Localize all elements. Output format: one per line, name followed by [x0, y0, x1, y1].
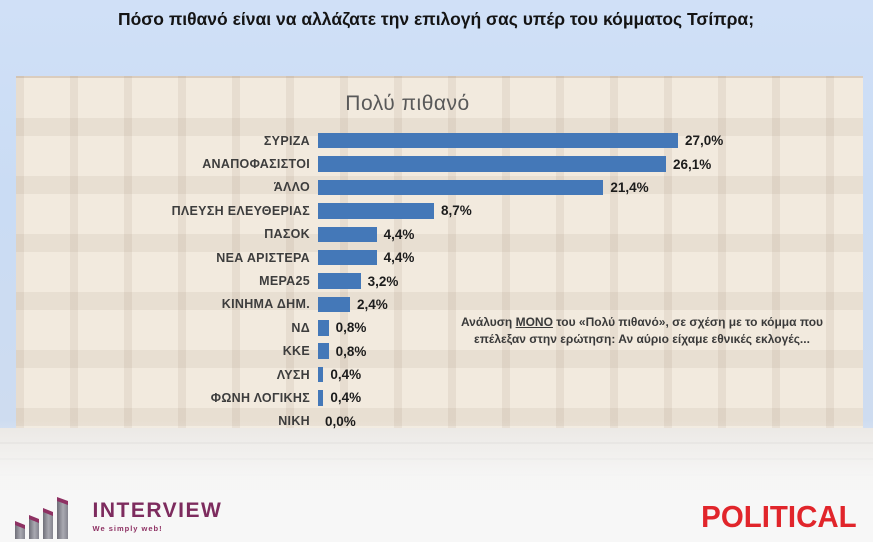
bar-value-label: 4,4%	[383, 250, 415, 266]
bar-category-label: ΛΥΣΗ	[276, 367, 310, 382]
bar-value-label: 3,2%	[367, 273, 399, 289]
bar-row: ΜΕΡΑ25 3,2%	[140, 269, 860, 292]
bar-category-label: ΚΚΕ	[282, 344, 310, 359]
bar	[318, 249, 377, 266]
bar-value-label: 0,0%	[325, 413, 356, 429]
annotation-underlined-word: ΜΟΝΟ	[515, 315, 553, 329]
bar-category-label: ΠΑΣΟΚ	[264, 227, 310, 242]
bar-category-label: ΚΙΝΗΜΑ ΔΗΜ.	[221, 297, 310, 312]
bar-value-label: 4,4%	[383, 226, 415, 242]
bar-category-label: ΠΛΕΥΣΗ ΕΛΕΥΘΕΡΙΑΣ	[171, 203, 310, 218]
bar	[318, 156, 666, 172]
interview-logo-name: INTERVIEW	[92, 498, 223, 522]
bar	[318, 179, 604, 196]
bar-category-label: ΑΝΑΠΟΦΑΣΙΣΤΟΙ	[202, 157, 310, 172]
bar-value-label: 27,0%	[685, 133, 724, 149]
page-title: Πόσο πιθανό είναι να αλλάζατε την επιλογ…	[117, 9, 755, 29]
bar-category-label: ΝΙΚΗ	[278, 414, 310, 429]
bar	[318, 132, 678, 149]
bar-value-label: 0,4%	[330, 367, 362, 383]
bar-row: ΝΕΑ ΑΡΙΣΤΕΡΑ 4,4%	[140, 246, 860, 269]
annotation: Ανάλυση ΜΟΝΟ του «Πολύ πιθανό», σε σχέση…	[452, 314, 832, 349]
bar-row: ΠΑΣΟΚ 4,4%	[140, 223, 860, 246]
bar-category-label: ΦΩΝΗ ΛΟΓΙΚΗΣ	[210, 390, 310, 405]
bar-category-label: ΝΔ	[291, 320, 310, 335]
annotation-text-part1: Ανάλυση	[460, 315, 516, 329]
background-photo	[0, 0, 873, 490]
bar-value-label: 0,8%	[335, 320, 367, 336]
bar-category-label: ΣΥΡΙΖΑ	[263, 133, 310, 148]
political-logo: POLITICAL	[701, 499, 857, 534]
bar	[318, 226, 377, 242]
bar-row: ΆΛΛΟ 21,4%	[140, 176, 860, 199]
bar	[318, 296, 350, 313]
bar-value-label: 0,8%	[335, 343, 367, 359]
interview-logo: INTERVIEW We simply web!	[14, 492, 222, 540]
bar-category-label: ΜΕΡΑ25	[259, 274, 310, 289]
bar-row: ΦΩΝΗ ΛΟΓΙΚΗΣ 0,4%	[140, 386, 860, 409]
annotation-text-part2: του «Πολύ πιθανό», σε σχέση με το κόμμα …	[474, 315, 824, 347]
bar	[318, 343, 329, 359]
bar	[318, 273, 361, 289]
bar-category-label: ΝΕΑ ΑΡΙΣΤΕΡΑ	[216, 250, 310, 265]
bar-category-label: ΆΛΛΟ	[273, 180, 310, 195]
bar-value-label: 21,4%	[610, 179, 649, 195]
bar-row: ΠΛΕΥΣΗ ΕΛΕΥΘΕΡΙΑΣ 8,7%	[140, 199, 860, 222]
bar-value-label: 26,1%	[673, 156, 712, 172]
interview-logo-bars-icon	[15, 497, 68, 539]
bar	[318, 390, 324, 406]
bar-row: ΝΔ 0,8%	[140, 316, 860, 339]
interview-logo-separator	[82, 496, 85, 536]
bar	[318, 203, 434, 219]
bar-row: ΝΙΚΗ 0,0%	[140, 410, 860, 433]
interview-logo-tagline: We simply web!	[92, 523, 163, 533]
bar-chart: ΣΥΡΙΖΑ 27,0% ΑΝΑΠΟΦΑΣΙΣΤΟΙ 26,1% ΆΛΛΟ 21,4% ΠΛ…	[140, 129, 860, 433]
bar	[318, 320, 329, 336]
bar-value-label: 8,7%	[441, 203, 472, 219]
bar	[318, 366, 324, 383]
bar-value-label: 0,4%	[330, 390, 362, 406]
bar-row: ΑΝΑΠΟΦΑΣΙΣΤΟΙ 26,1%	[140, 152, 860, 175]
bar-row: ΛΥΣΗ 0,4%	[140, 363, 860, 386]
bar-row: ΚΙΝΗΜΑ ΔΗΜ. 2,4%	[140, 293, 860, 316]
bar-row: ΣΥΡΙΖΑ 27,0%	[140, 129, 860, 152]
bar-value-label: 2,4%	[357, 296, 388, 312]
background-fade	[0, 420, 873, 490]
bar-row: ΚΚΕ 0,8%	[140, 340, 860, 363]
chart-title: Πολύ πιθανό	[345, 92, 470, 115]
